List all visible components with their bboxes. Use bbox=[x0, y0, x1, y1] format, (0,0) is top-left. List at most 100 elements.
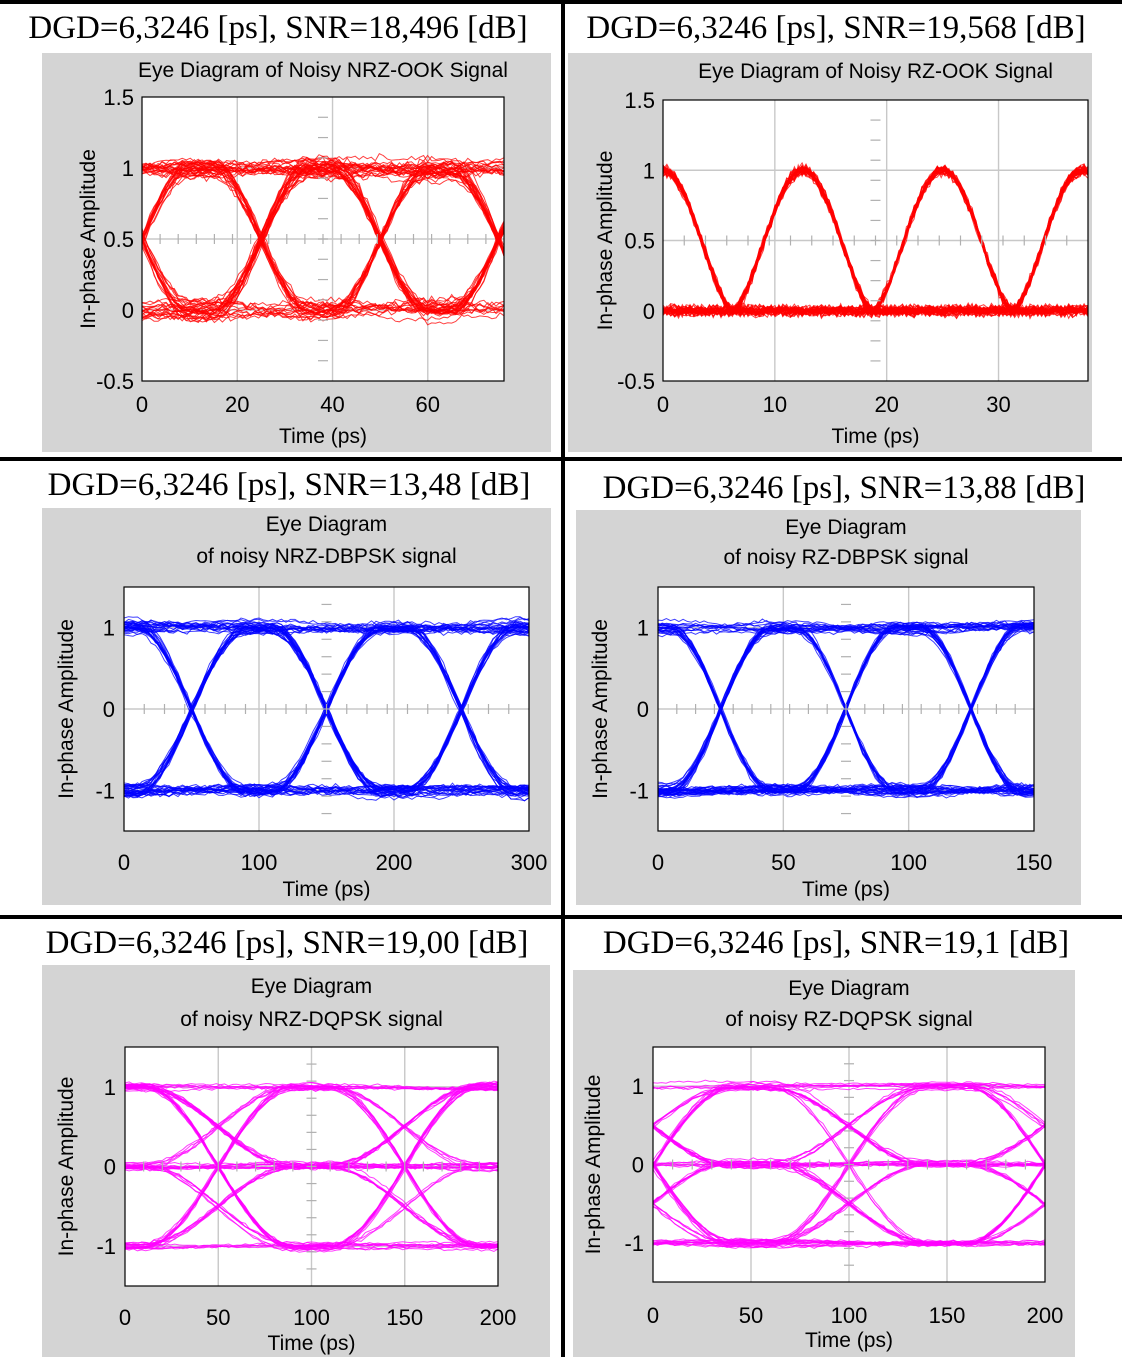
eye-trace bbox=[125, 1081, 498, 1249]
chart-title: Eye Diagram bbox=[251, 975, 372, 998]
eye-trace bbox=[653, 1162, 1045, 1243]
y-tick-label: 1 bbox=[103, 616, 115, 641]
chart-title: of noisy RZ-DBPSK signal bbox=[723, 546, 968, 569]
x-tick-label: 0 bbox=[652, 850, 664, 875]
chart-title: Eye Diagram of Noisy RZ-OOK Signal bbox=[698, 60, 1053, 83]
plot-border bbox=[124, 1046, 499, 1287]
eye-trace bbox=[653, 1083, 1045, 1164]
x-tick-label: 50 bbox=[739, 1303, 763, 1328]
y-tick-label: -1 bbox=[96, 1234, 116, 1259]
x-axis-label: Time (ps) bbox=[283, 878, 371, 901]
x-tick-label: 0 bbox=[136, 392, 148, 417]
chart-title: Eye Diagram bbox=[785, 516, 906, 539]
chart-panel-5: DGD=6,3246 [ps], SNR=19,00 [dB] Eye Diagr… bbox=[42, 925, 550, 1357]
chart-panel-4: DGD=6,3246 [ps], SNR=13,88 [dB] Eye Diagr… bbox=[576, 470, 1085, 905]
center-ticks bbox=[676, 603, 1016, 815]
eye-trace bbox=[142, 159, 504, 310]
x-tick-label: 50 bbox=[206, 1305, 230, 1330]
center-ticks bbox=[159, 116, 487, 362]
x-tick-label: 40 bbox=[320, 392, 344, 417]
eye-trace bbox=[142, 158, 504, 180]
eye-trace bbox=[125, 1084, 498, 1165]
y-tick-label: 0.5 bbox=[103, 227, 134, 252]
eye-trace bbox=[125, 1162, 498, 1248]
x-tick-label: 20 bbox=[874, 392, 898, 417]
x-tick-label: 30 bbox=[986, 392, 1010, 417]
chart-title: Eye Diagram bbox=[266, 513, 387, 536]
x-tick-label: 50 bbox=[771, 850, 795, 875]
y-tick-label: 1 bbox=[632, 1074, 644, 1099]
chart-header: DGD=6,3246 [ps], SNR=19,1 [dB] bbox=[603, 925, 1069, 961]
y-tick-label: 0 bbox=[643, 299, 655, 324]
x-tick-label: 200 bbox=[1027, 1303, 1064, 1328]
eye-trace bbox=[142, 228, 504, 321]
chart-title: of noisy NRZ-DQPSK signal bbox=[180, 1008, 443, 1031]
eye-trace bbox=[658, 783, 1034, 796]
y-axis-label: In-phase Amplitude bbox=[589, 619, 612, 799]
x-axis-label: Time (ps) bbox=[802, 878, 890, 901]
eye-trace bbox=[125, 1164, 498, 1245]
y-tick-label: 1 bbox=[122, 156, 134, 181]
plot-border bbox=[141, 96, 505, 382]
eye-trace bbox=[142, 161, 504, 256]
y-axis-label: In-phase Amplitude bbox=[55, 1077, 78, 1257]
x-tick-label: 150 bbox=[929, 1303, 966, 1328]
eye-trace bbox=[142, 160, 504, 320]
y-tick-label: 0.5 bbox=[624, 229, 655, 254]
eye-trace bbox=[653, 1240, 1045, 1247]
y-tick-label: -1 bbox=[624, 1231, 644, 1256]
y-tick-label: 1.5 bbox=[103, 85, 134, 110]
eye-trace bbox=[142, 166, 504, 320]
y-tick-label: 0 bbox=[104, 1155, 116, 1180]
y-tick-label: 1 bbox=[643, 158, 655, 183]
y-tick-label: 0 bbox=[103, 697, 115, 722]
eye-trace bbox=[658, 623, 1034, 791]
eye-trace bbox=[142, 162, 504, 311]
eye-trace bbox=[653, 1088, 1045, 1205]
eye-trace bbox=[125, 1083, 498, 1250]
chart-title: of noisy NRZ-DBPSK signal bbox=[196, 545, 456, 568]
eye-trace bbox=[658, 783, 1034, 793]
y-tick-label: -1 bbox=[629, 778, 649, 803]
x-axis-label: Time (ps) bbox=[832, 425, 920, 448]
eye-trace bbox=[142, 164, 504, 314]
plot-border bbox=[657, 586, 1035, 832]
y-tick-label: 0 bbox=[122, 298, 134, 323]
y-axis-label: In-phase Amplitude bbox=[594, 151, 617, 331]
y-axis-label: In-phase Amplitude bbox=[55, 619, 78, 799]
plot-border bbox=[662, 99, 1089, 382]
chart-panel-3: DGD=6,3246 [ps], SNR=13,48 [dB] Eye Diagr… bbox=[42, 467, 551, 905]
eye-trace bbox=[125, 1085, 498, 1246]
x-tick-label: 0 bbox=[647, 1303, 659, 1328]
eye-trace bbox=[142, 161, 504, 308]
y-tick-label: 1.5 bbox=[624, 88, 655, 113]
y-axis-label: In-phase Amplitude bbox=[582, 1075, 605, 1255]
y-tick-label: 1 bbox=[637, 616, 649, 641]
x-tick-label: 100 bbox=[293, 1305, 330, 1330]
x-tick-label: 0 bbox=[118, 850, 130, 875]
y-tick-label: -1 bbox=[95, 778, 115, 803]
chart-header: DGD=6,3246 [ps], SNR=19,00 [dB] bbox=[46, 925, 529, 961]
x-tick-label: 100 bbox=[890, 850, 927, 875]
chart-title: of noisy RZ-DQPSK signal bbox=[725, 1008, 972, 1031]
eye-trace bbox=[125, 1087, 498, 1251]
chart-panel-1: DGD=6,3246 [ps], SNR=18,496 [dB] Eye Diag… bbox=[28, 10, 551, 452]
center-ticks bbox=[143, 603, 510, 815]
chart-title: Eye Diagram of Noisy NRZ-OOK Signal bbox=[138, 59, 508, 82]
plot-border bbox=[123, 586, 530, 832]
eye-trace bbox=[125, 1085, 498, 1246]
y-tick-label: 0 bbox=[632, 1153, 644, 1178]
chart-panel-2: DGD=6,3246 [ps], SNR=19,568 [dB] Eye Diag… bbox=[568, 10, 1092, 452]
plot-border bbox=[652, 1046, 1046, 1283]
eye-trace bbox=[124, 627, 529, 798]
x-tick-label: 60 bbox=[416, 392, 440, 417]
x-tick-label: 150 bbox=[386, 1305, 423, 1330]
chart-header: DGD=6,3246 [ps], SNR=19,568 [dB] bbox=[586, 10, 1085, 46]
eye-trace bbox=[125, 1088, 498, 1250]
y-tick-label: -0.5 bbox=[96, 369, 134, 394]
center-ticks bbox=[143, 1063, 480, 1270]
eye-trace bbox=[142, 155, 504, 314]
x-tick-label: 100 bbox=[831, 1303, 868, 1328]
